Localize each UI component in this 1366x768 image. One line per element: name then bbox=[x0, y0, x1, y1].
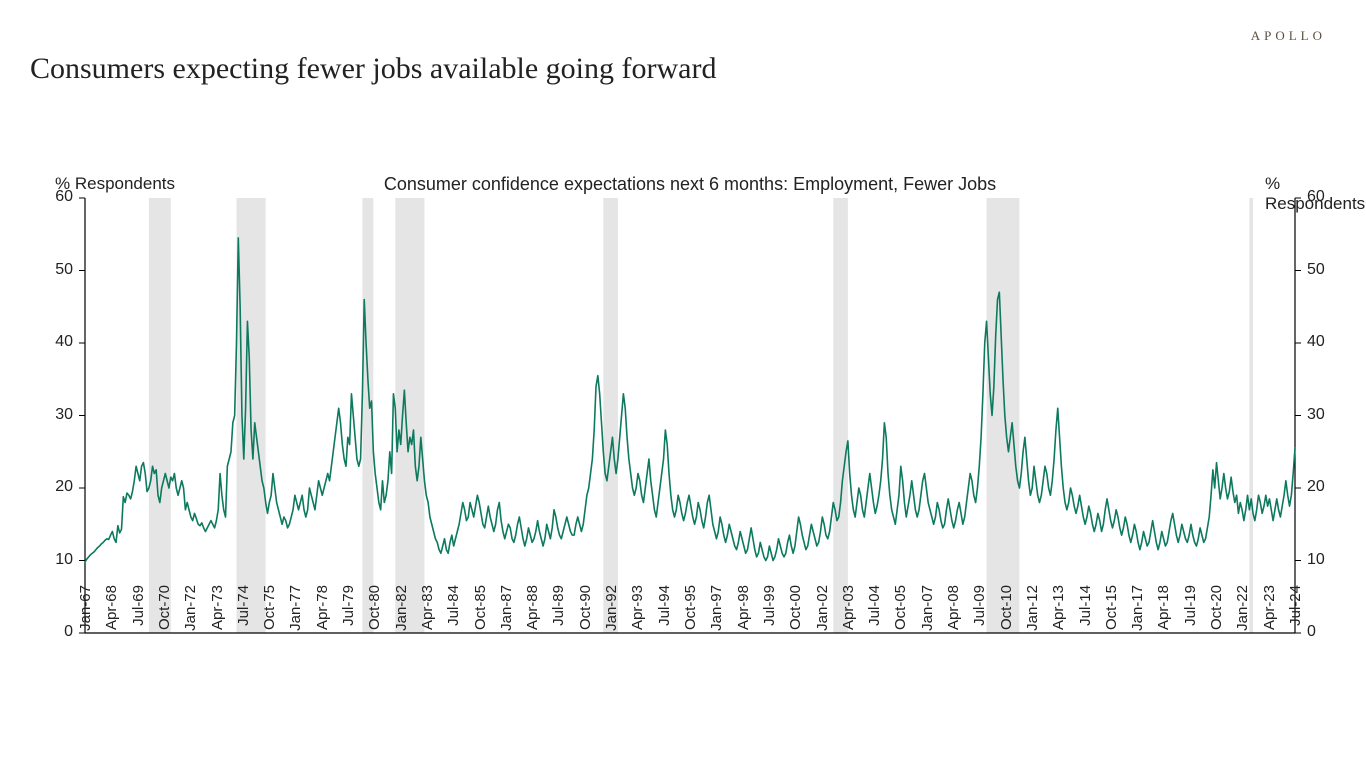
xtick: Jan-72 bbox=[182, 585, 199, 655]
xtick: Oct-15 bbox=[1103, 585, 1120, 655]
ytick-right: 10 bbox=[1307, 551, 1325, 569]
page-title: Consumers expecting fewer jobs available… bbox=[30, 52, 716, 86]
ytick-left: 50 bbox=[55, 261, 73, 279]
xtick: Oct-10 bbox=[998, 585, 1015, 655]
xtick: Oct-70 bbox=[156, 585, 173, 655]
xtick: Apr-23 bbox=[1261, 585, 1278, 655]
chart-subtitle: Consumer confidence expectations next 6 … bbox=[85, 174, 1295, 195]
xtick: Jan-17 bbox=[1129, 585, 1146, 655]
xtick: Oct-05 bbox=[892, 585, 909, 655]
xtick: Jul-99 bbox=[761, 585, 778, 655]
xtick: Apr-88 bbox=[524, 585, 541, 655]
ytick-left: 60 bbox=[55, 188, 73, 206]
ytick-left: 20 bbox=[55, 478, 73, 496]
xtick: Jul-24 bbox=[1287, 585, 1304, 655]
xtick: Apr-78 bbox=[314, 585, 331, 655]
ytick-left: 10 bbox=[55, 551, 73, 569]
xtick: Jan-82 bbox=[393, 585, 410, 655]
xtick: Oct-20 bbox=[1208, 585, 1225, 655]
xtick: Apr-08 bbox=[945, 585, 962, 655]
xtick: Jul-14 bbox=[1077, 585, 1094, 655]
line-chart bbox=[85, 198, 1295, 633]
xtick: Oct-95 bbox=[682, 585, 699, 655]
xtick: Jul-89 bbox=[550, 585, 567, 655]
ytick-right: 30 bbox=[1307, 406, 1325, 424]
xtick: Jan-22 bbox=[1234, 585, 1251, 655]
xtick: Apr-83 bbox=[419, 585, 436, 655]
xtick: Apr-13 bbox=[1050, 585, 1067, 655]
brand-logo: APOLLO bbox=[1251, 28, 1326, 44]
ytick-right: 20 bbox=[1307, 478, 1325, 496]
xtick: Jan-07 bbox=[919, 585, 936, 655]
xtick: Apr-98 bbox=[735, 585, 752, 655]
ytick-left: 30 bbox=[55, 406, 73, 424]
xtick: Oct-90 bbox=[577, 585, 594, 655]
ytick-left: 0 bbox=[64, 623, 73, 641]
y-axis-label-left: % Respondents bbox=[55, 174, 175, 194]
xtick: Jul-79 bbox=[340, 585, 357, 655]
ytick-right: 0 bbox=[1307, 623, 1316, 641]
xtick: Jan-87 bbox=[498, 585, 515, 655]
xtick: Apr-68 bbox=[103, 585, 120, 655]
ytick-right: 60 bbox=[1307, 188, 1325, 206]
ytick-right: 40 bbox=[1307, 333, 1325, 351]
xtick: Oct-85 bbox=[472, 585, 489, 655]
xtick: Jan-77 bbox=[287, 585, 304, 655]
xtick: Jul-84 bbox=[445, 585, 462, 655]
xtick: Jan-12 bbox=[1024, 585, 1041, 655]
xtick: Jul-09 bbox=[971, 585, 988, 655]
xtick: Apr-93 bbox=[629, 585, 646, 655]
xtick: Jul-69 bbox=[130, 585, 147, 655]
xtick: Apr-73 bbox=[209, 585, 226, 655]
ytick-right: 50 bbox=[1307, 261, 1325, 279]
xtick: Jul-19 bbox=[1182, 585, 1199, 655]
xtick: Jan-02 bbox=[814, 585, 831, 655]
xtick: Jul-04 bbox=[866, 585, 883, 655]
xtick: Jan-97 bbox=[708, 585, 725, 655]
xtick: Oct-80 bbox=[366, 585, 383, 655]
xtick: Apr-03 bbox=[840, 585, 857, 655]
xtick: Apr-18 bbox=[1155, 585, 1172, 655]
xtick: Jan-92 bbox=[603, 585, 620, 655]
xtick: Jul-74 bbox=[235, 585, 252, 655]
xtick: Oct-00 bbox=[787, 585, 804, 655]
xtick: Jan-67 bbox=[77, 585, 94, 655]
xtick: Jul-94 bbox=[656, 585, 673, 655]
ytick-left: 40 bbox=[55, 333, 73, 351]
xtick: Oct-75 bbox=[261, 585, 278, 655]
